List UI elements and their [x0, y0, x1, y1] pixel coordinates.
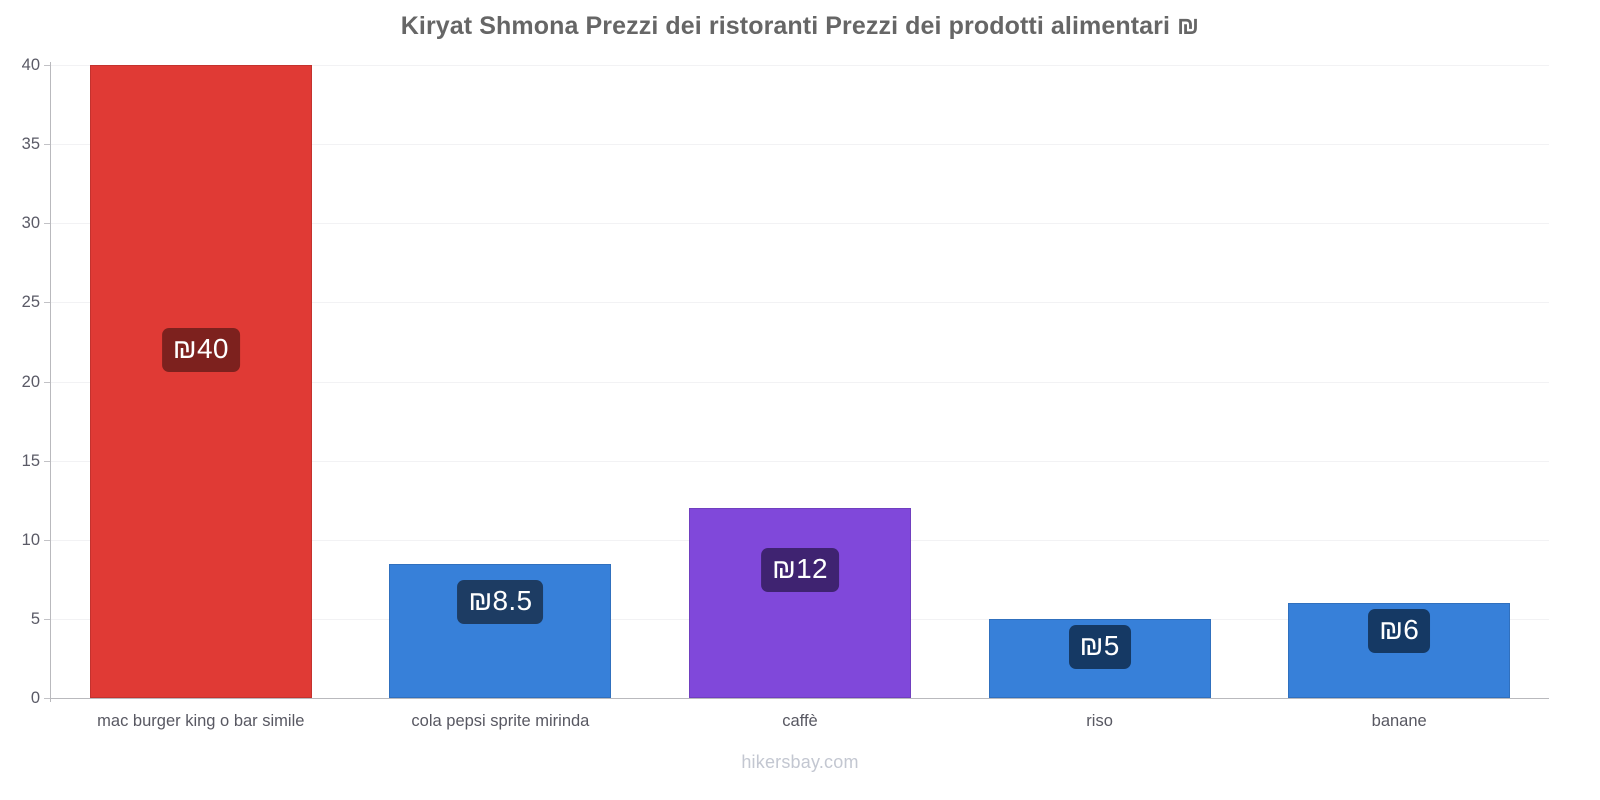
bar-value-label: ₪12	[761, 548, 839, 593]
bar-value-label: ₪8.5	[457, 580, 544, 625]
gridline	[51, 460, 1549, 462]
y-axis-tick-mark	[44, 460, 51, 462]
y-axis-tick-label: 30	[21, 214, 40, 233]
bar[interactable]	[89, 65, 312, 698]
y-axis-tick-label: 5	[30, 609, 40, 628]
gridline	[51, 144, 1549, 146]
x-axis-category-label: caffè	[782, 712, 818, 730]
page-title: Kiryat Shmona Prezzi dei ristoranti Prez…	[400, 12, 1200, 40]
bar-outline	[988, 618, 1211, 698]
y-axis-tick-mark	[44, 618, 51, 620]
y-axis-tick-mark	[44, 302, 51, 304]
gridline	[51, 65, 1549, 66]
y-axis-tick-mark	[44, 144, 51, 146]
bar-outline	[89, 65, 312, 698]
plot-area	[51, 65, 1549, 698]
x-axis-category-label: cola pepsi sprite mirinda	[411, 712, 590, 730]
y-axis-tick-mark	[44, 698, 51, 699]
bar-outline	[1288, 603, 1511, 698]
x-axis-category-label: mac burger king o bar simile	[97, 712, 305, 730]
bar-value-label: ₪5	[1068, 624, 1131, 669]
y-axis-tick-label: 0	[30, 689, 40, 707]
y-axis-tick-mark	[44, 223, 51, 225]
bar-value-label: ₪40	[161, 328, 240, 372]
bar[interactable]	[689, 508, 911, 698]
y-axis-line	[50, 62, 51, 702]
gridline	[51, 302, 1549, 304]
y-axis-tick-label: 40	[21, 56, 40, 74]
y-axis-tick-label: 20	[21, 372, 40, 391]
gridline	[51, 223, 1549, 225]
y-axis-tick-label: 10	[21, 530, 40, 549]
y-axis-tick-label: 25	[21, 293, 40, 312]
watermark: hikersbay.com	[741, 752, 859, 772]
x-axis-category-label: riso	[1086, 712, 1113, 730]
gridline	[51, 381, 1549, 383]
bar-outline	[689, 508, 911, 698]
y-axis-tick-mark	[44, 539, 51, 541]
bar-value-label: ₪6	[1368, 609, 1431, 654]
y-axis-tick-mark	[44, 381, 51, 383]
y-axis-tick-mark	[44, 65, 51, 66]
y-axis-tick-label: 35	[21, 135, 40, 154]
x-axis-category-label: banane	[1371, 712, 1427, 730]
y-axis-tick-label: 15	[21, 451, 40, 470]
bar-outline	[389, 563, 612, 698]
x-axis-line	[51, 698, 1549, 699]
